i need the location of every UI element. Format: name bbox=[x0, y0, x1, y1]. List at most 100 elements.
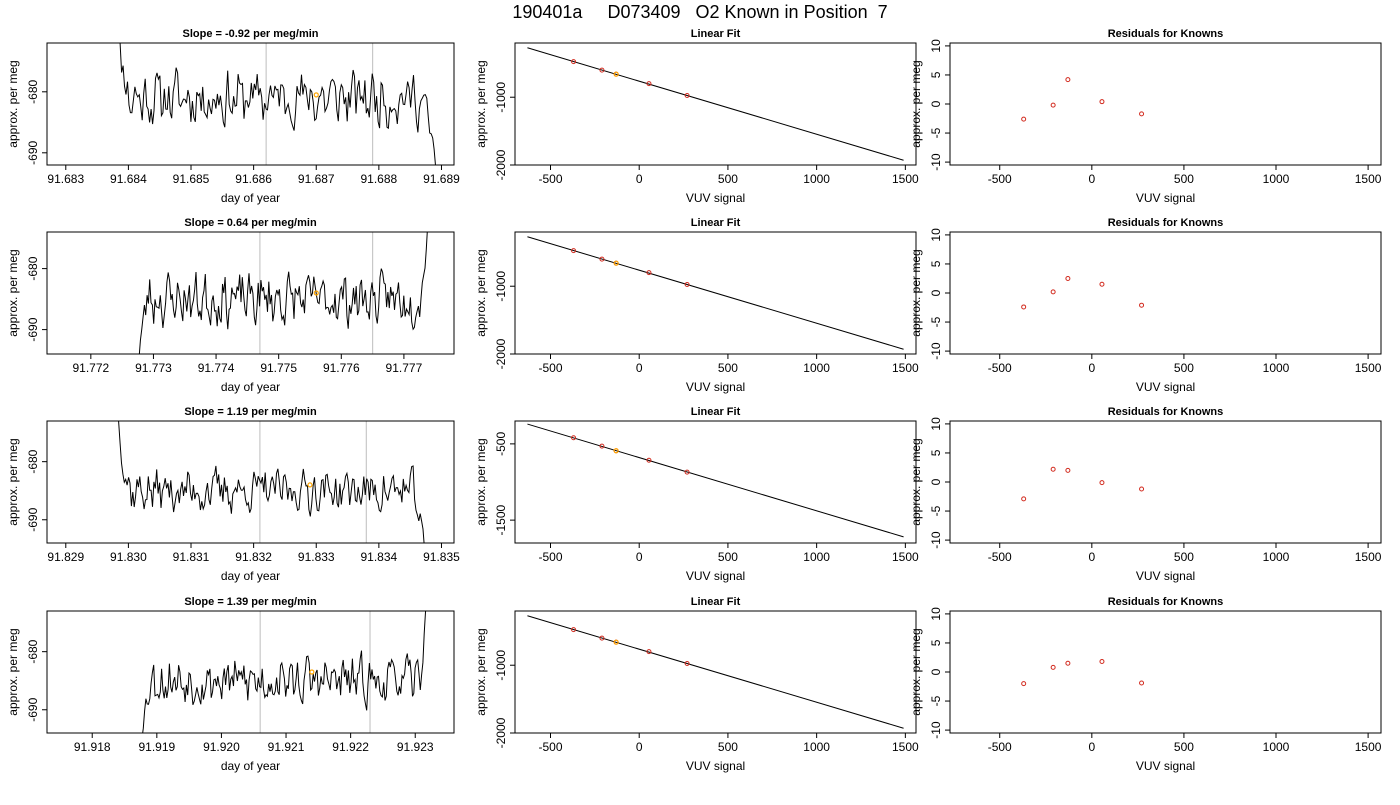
y-tick-label: 0 bbox=[929, 478, 943, 485]
panel-residuals-row-3: Residuals for Knowns -500 0 500 1000 1500 -10 -… bbox=[909, 406, 1382, 583]
y-axis-label: approx. per meg bbox=[474, 438, 488, 525]
x-tick-label: 91.834 bbox=[361, 550, 398, 564]
x-tick-label: 91.772 bbox=[72, 361, 109, 375]
known-point bbox=[571, 248, 577, 254]
y-tick-label: 5 bbox=[929, 639, 943, 646]
x-tick-label: 91.774 bbox=[198, 361, 235, 375]
known-point bbox=[1050, 466, 1056, 472]
x-tick-label: 91.683 bbox=[47, 172, 84, 186]
y-tick-label: -10 bbox=[929, 342, 943, 360]
known-point bbox=[1021, 681, 1027, 687]
fit-line bbox=[527, 615, 904, 729]
known-point bbox=[1139, 680, 1145, 686]
known-point bbox=[1050, 664, 1056, 670]
figure-title: 190401a D073409 O2 Known in Position 7 bbox=[512, 2, 888, 22]
y-tick-label: -680 bbox=[26, 256, 40, 280]
y-tick-label: -1000 bbox=[494, 82, 508, 113]
known-point bbox=[684, 469, 690, 475]
y-tick-label: 0 bbox=[929, 289, 943, 296]
x-axis-label: VUV signal bbox=[1136, 569, 1195, 583]
known-point bbox=[1099, 480, 1105, 486]
x-axis-label: VUV signal bbox=[686, 759, 745, 773]
known-point bbox=[1050, 102, 1056, 108]
panel-residuals-row-4: Residuals for Knowns -500 0 500 1000 1500 -10 -… bbox=[909, 596, 1382, 773]
x-tick-label: 1000 bbox=[1263, 172, 1290, 186]
x-axis-label: VUV signal bbox=[1136, 759, 1195, 773]
known-point bbox=[646, 649, 652, 655]
x-tick-label: 91.689 bbox=[423, 172, 460, 186]
panel-title: Linear Fit bbox=[691, 28, 741, 40]
x-tick-label: 91.835 bbox=[423, 550, 460, 564]
x-tick-label: 91.829 bbox=[47, 550, 84, 564]
y-tick-label: -1000 bbox=[494, 271, 508, 302]
y-axis-label: approx. per meg bbox=[909, 249, 923, 336]
y-tick-label: -5 bbox=[929, 127, 943, 138]
known-point bbox=[1139, 111, 1145, 117]
x-tick-label: 91.688 bbox=[361, 172, 398, 186]
y-axis-label: approx. per meg bbox=[474, 249, 488, 336]
fit-line bbox=[527, 236, 904, 350]
y-tick-label: -1500 bbox=[494, 504, 508, 535]
y-axis-label: approx. per meg bbox=[474, 628, 488, 715]
x-tick-label: 0 bbox=[636, 361, 643, 375]
plot-frame bbox=[514, 42, 917, 166]
plot-frame bbox=[514, 420, 917, 544]
known-point bbox=[684, 661, 690, 667]
panel-fit-row-3: Linear Fit -500 0 500 1000 1500 -500 -1500 VUV s… bbox=[474, 406, 919, 583]
known-point bbox=[1021, 304, 1027, 310]
y-tick-label: 0 bbox=[929, 100, 943, 107]
known-point bbox=[684, 282, 690, 288]
y-tick-label: -2000 bbox=[494, 338, 508, 369]
x-tick-label: 91.922 bbox=[332, 740, 369, 754]
plot-frame bbox=[514, 231, 917, 355]
fit-line bbox=[527, 47, 904, 161]
known-point bbox=[599, 256, 605, 262]
panel-fit-row-1: Linear Fit -500 0 500 1000 1500 -1000 -2000 VUV … bbox=[474, 28, 919, 205]
y-tick-label: -680 bbox=[26, 79, 40, 103]
plot-frame bbox=[46, 42, 455, 166]
x-tick-label: 1500 bbox=[892, 172, 919, 186]
x-tick-label: 91.686 bbox=[235, 172, 272, 186]
plot-frame bbox=[949, 610, 1382, 734]
x-tick-label: 0 bbox=[1088, 740, 1095, 754]
y-tick-label: -680 bbox=[26, 449, 40, 473]
x-tick-label: 91.830 bbox=[110, 550, 147, 564]
known-point bbox=[1139, 302, 1145, 308]
known-point bbox=[646, 81, 652, 87]
y-axis-label: approx. per meg bbox=[6, 438, 20, 525]
x-axis-label: VUV signal bbox=[686, 191, 745, 205]
y-tick-label: 10 bbox=[929, 607, 943, 621]
y-tick-label: -5 bbox=[929, 505, 943, 516]
panel-fit-row-4: Linear Fit -500 0 500 1000 1500 -1000 -2000 VUV … bbox=[474, 596, 919, 773]
x-tick-label: 91.773 bbox=[135, 361, 172, 375]
y-axis-label: approx. per meg bbox=[6, 60, 20, 147]
highlight-point bbox=[613, 639, 619, 645]
known-point bbox=[646, 270, 652, 276]
y-axis-label: approx. per meg bbox=[909, 438, 923, 525]
y-axis-label: approx. per meg bbox=[6, 628, 20, 715]
x-tick-label: 0 bbox=[1088, 361, 1095, 375]
y-tick-label: -690 bbox=[26, 140, 40, 164]
x-tick-label: 1500 bbox=[1355, 172, 1382, 186]
panel-title: Residuals for Knowns bbox=[1108, 28, 1224, 40]
known-point bbox=[1065, 275, 1071, 281]
panel-title: Residuals for Knowns bbox=[1108, 596, 1224, 608]
plot-frame bbox=[949, 231, 1382, 355]
known-point bbox=[571, 435, 577, 441]
x-tick-label: 91.923 bbox=[397, 740, 434, 754]
highlight-point bbox=[313, 92, 319, 98]
y-tick-label: -5 bbox=[929, 695, 943, 706]
x-tick-label: 91.831 bbox=[173, 550, 210, 564]
y-axis-label: approx. per meg bbox=[6, 249, 20, 336]
y-axis-label: approx. per meg bbox=[909, 628, 923, 715]
highlight-point bbox=[307, 482, 313, 488]
y-tick-label: -10 bbox=[929, 153, 943, 171]
x-axis-label: VUV signal bbox=[1136, 191, 1195, 205]
x-tick-label: 91.777 bbox=[386, 361, 423, 375]
panel-title: Linear Fit bbox=[691, 596, 741, 608]
plot-frame bbox=[46, 610, 455, 734]
known-point bbox=[1139, 486, 1145, 492]
known-point bbox=[646, 457, 652, 463]
y-axis-label: approx. per meg bbox=[474, 60, 488, 147]
plot-frame bbox=[949, 420, 1382, 544]
